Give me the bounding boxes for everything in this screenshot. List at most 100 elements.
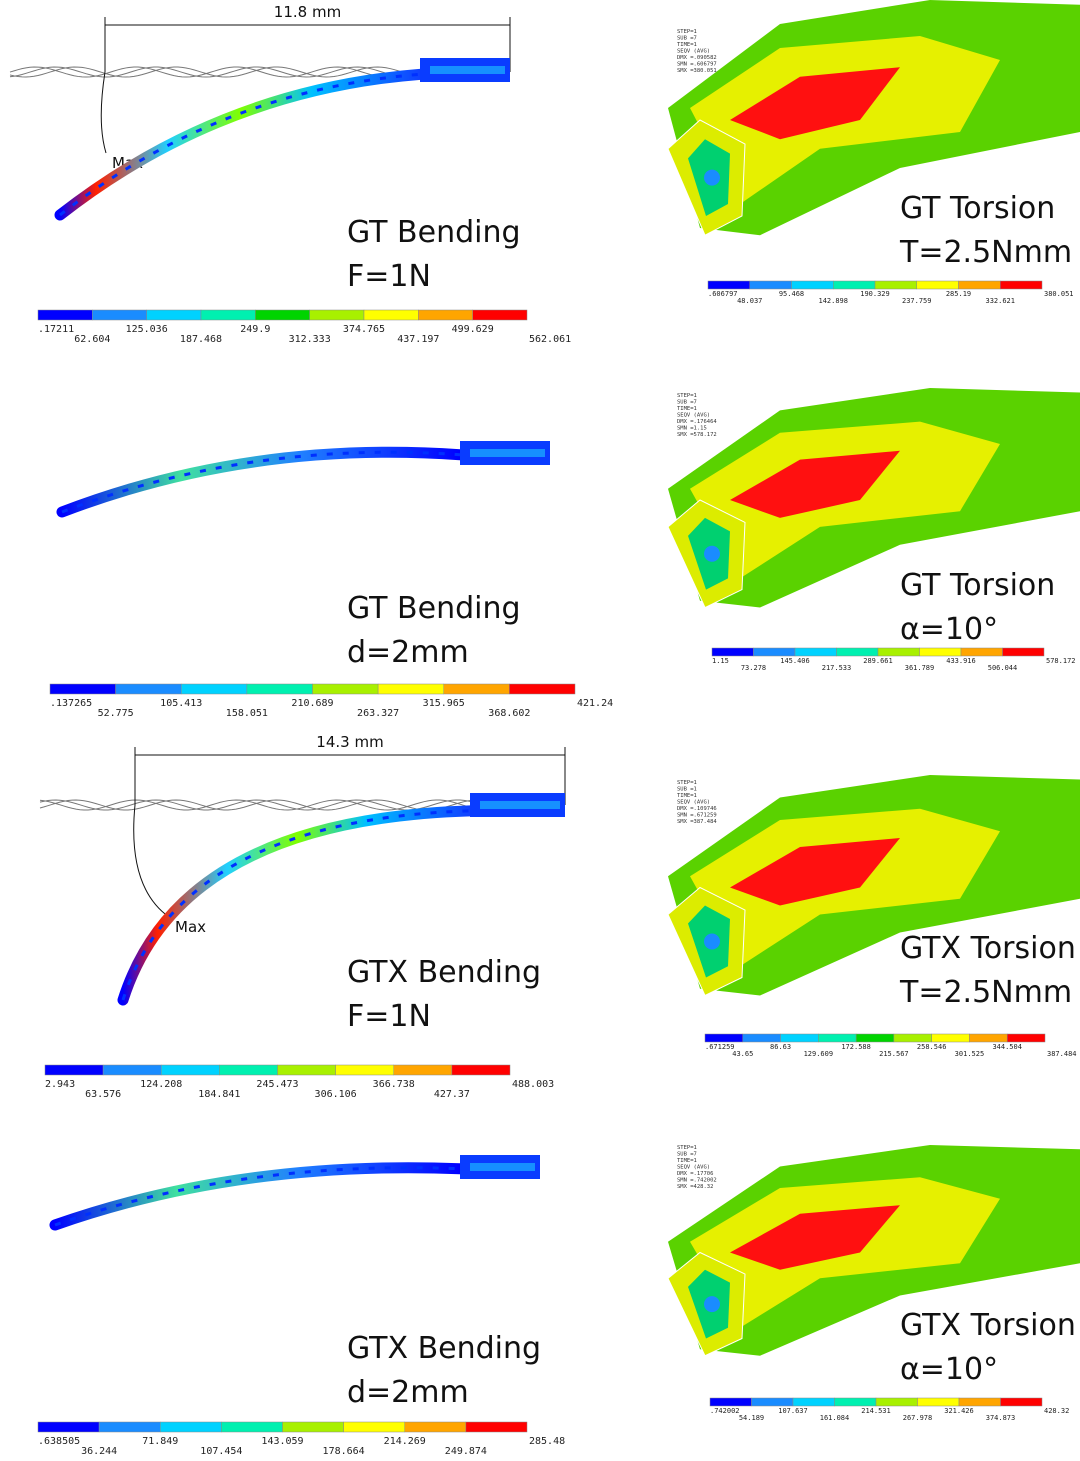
colorbar-bin xyxy=(336,1065,394,1075)
header-line: SMN =.606797 xyxy=(677,62,717,68)
colorbar-bin xyxy=(920,648,962,656)
colorbar-label: 578.172 xyxy=(1046,657,1076,665)
panel-title: GT Torsion xyxy=(900,568,1055,603)
colorbar-bin xyxy=(161,1065,219,1075)
header-line: SUB =7 xyxy=(677,1152,697,1158)
colorbar-bin xyxy=(754,648,796,656)
panel-title: GT Torsion xyxy=(900,191,1055,226)
colorbar-bin xyxy=(147,310,201,320)
colorbar-label: 143.059 xyxy=(261,1436,303,1447)
colorbar-label: 105.413 xyxy=(160,698,202,709)
colorbar-label: 249.874 xyxy=(445,1446,487,1457)
wire-shaft-core xyxy=(480,801,560,809)
colorbar-bin xyxy=(795,648,837,656)
panel-load: d=2mm xyxy=(347,1375,469,1410)
figure: 11.8 mmMaxGT BendingF=1N.1721162.604125.… xyxy=(0,0,1080,1461)
panel-load: F=1N xyxy=(347,259,431,294)
colorbar-label: 306.106 xyxy=(315,1089,357,1100)
colorbar-label: 433.916 xyxy=(946,657,976,665)
colorbar-label: 145.406 xyxy=(780,657,810,665)
colorbar-bin xyxy=(961,648,1003,656)
colorbar-label: 48.037 xyxy=(737,297,762,305)
colorbar-label: 562.061 xyxy=(529,334,571,345)
colorbar-bin xyxy=(710,1398,752,1406)
colorbar-label: 36.244 xyxy=(81,1446,117,1457)
colorbar-label: 52.775 xyxy=(98,708,134,719)
header-line: TIME=1 xyxy=(677,406,697,412)
header-line: SUB =1 xyxy=(677,787,697,793)
panel-load: α=10° xyxy=(900,612,998,647)
colorbar-label: 158.051 xyxy=(226,708,268,719)
panel-load: F=1N xyxy=(347,999,431,1034)
colorbar-label: 107.637 xyxy=(778,1407,808,1415)
colorbar-bin xyxy=(466,1422,527,1432)
wire-shaft-core xyxy=(430,66,505,74)
colorbar-label: 178.664 xyxy=(323,1446,365,1457)
colorbar-label: 387.484 xyxy=(1047,1050,1077,1058)
arc xyxy=(134,805,169,917)
colorbar-bin xyxy=(99,1422,160,1432)
panel-title: GT Bending xyxy=(347,591,521,626)
colorbar-label: 249.9 xyxy=(240,324,270,335)
colorbar-label: 54.189 xyxy=(739,1414,764,1422)
panel-title: GTX Torsion xyxy=(900,931,1076,966)
colorbar-bin xyxy=(313,684,379,694)
wire xyxy=(62,452,460,512)
colorbar-label: 488.003 xyxy=(512,1079,554,1090)
colorbar-bin xyxy=(932,1034,970,1042)
colorbar-bin xyxy=(818,1034,856,1042)
colorbar-bin xyxy=(894,1034,932,1042)
colorbar-label: 210.689 xyxy=(291,698,333,709)
wire-shaft-core xyxy=(470,1163,535,1171)
colorbar-bin xyxy=(181,684,247,694)
colorbar-bin xyxy=(705,1034,743,1042)
colorbar-label: 361.789 xyxy=(905,664,935,672)
header-line: STEP=1 xyxy=(677,29,697,35)
header-line: SEQV (AVG) xyxy=(677,49,710,55)
colorbar-label: 258.546 xyxy=(917,1043,947,1051)
colorbar-label: 71.849 xyxy=(142,1436,178,1447)
colorbar-label: 2.943 xyxy=(45,1079,75,1090)
panel-load: d=2mm xyxy=(347,635,469,670)
colorbar-label: 124.208 xyxy=(140,1079,182,1090)
colorbar-bin xyxy=(444,684,510,694)
colorbar-label: 142.898 xyxy=(818,297,848,305)
colorbar-bin xyxy=(509,684,575,694)
colorbar-label: 427.37 xyxy=(434,1089,470,1100)
colorbar-label: 332.621 xyxy=(985,297,1015,305)
colorbar-bin xyxy=(959,1398,1001,1406)
colorbar-bin xyxy=(473,310,527,320)
header-line: STEP=1 xyxy=(677,393,697,399)
colorbar-label: 125.036 xyxy=(126,324,168,335)
panel-load: T=2.5Nmm xyxy=(899,235,1072,270)
end-face-core xyxy=(704,546,720,562)
wire-shaft-core xyxy=(470,449,545,457)
colorbar-bin xyxy=(92,310,146,320)
colorbar-label: .137265 xyxy=(50,698,92,709)
colorbar-label: 184.841 xyxy=(198,1089,240,1100)
dimension-label: 14.3 mm xyxy=(316,733,383,751)
colorbar-label: .606797 xyxy=(708,290,738,298)
colorbar-label: 499.629 xyxy=(452,324,494,335)
colorbar-bin xyxy=(394,1065,452,1075)
colorbar-bin xyxy=(344,1422,405,1432)
colorbar-label: 506.044 xyxy=(988,664,1018,672)
colorbar-bin xyxy=(917,281,959,289)
colorbar-label: 217.533 xyxy=(822,664,852,672)
wire-twist xyxy=(55,1168,460,1225)
colorbar-bin xyxy=(835,1398,877,1406)
colorbar-bin xyxy=(878,648,920,656)
colorbar-bin xyxy=(1001,1398,1043,1406)
colorbar-bin xyxy=(1000,281,1042,289)
colorbar-bin xyxy=(45,1065,103,1075)
colorbar-label: 263.327 xyxy=(357,708,399,719)
colorbar-bin xyxy=(712,648,754,656)
colorbar-bin xyxy=(876,1398,918,1406)
colorbar-label: 285.48 xyxy=(529,1436,565,1447)
colorbar-label: 214.269 xyxy=(384,1436,426,1447)
colorbar-label: .671259 xyxy=(705,1043,735,1051)
colorbar-label: 215.567 xyxy=(879,1050,909,1058)
colorbar-bin xyxy=(378,684,444,694)
panel-title: GTX Torsion xyxy=(900,1308,1076,1343)
